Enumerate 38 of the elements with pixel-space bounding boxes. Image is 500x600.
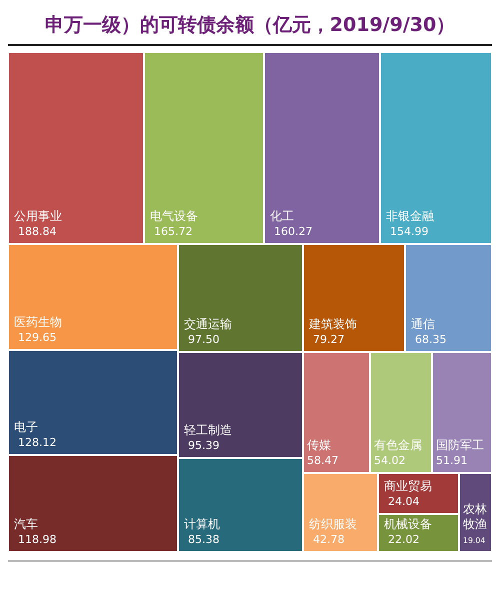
text: 申万一级）的可转债余额（亿元，2019/9/30） [44,13,456,38]
data-label: 128.12 [18,436,56,449]
data-label: 68.35 [415,333,446,346]
category-label: 有色金属 [374,438,422,452]
data-label: 51.91 [436,454,468,467]
data-label: 118.98 [18,533,56,546]
category-label: 公用事业 [14,209,62,223]
category-label: 轻工制造 [184,423,232,437]
data-label: 154.99 [390,225,428,238]
category-label: 电气设备 [150,209,198,223]
data-label: 42.78 [313,533,344,546]
data-label: 85.38 [188,533,220,546]
category-label: 计算机 [184,517,220,531]
category-label: 农林牧渔 [463,502,487,531]
data-label: 160.27 [274,225,312,238]
data-label: 97.50 [188,333,220,346]
data-label: 54.02 [374,454,406,467]
category-label: 医药生物 [14,315,62,329]
data-label: 165.72 [154,225,192,238]
category-label: 国防军工 [436,438,484,452]
category-label: 建筑装饰 [308,317,357,331]
category-label: 非银金融 [386,209,434,223]
category-label: 机械设备 [384,517,432,531]
category-label: 通信 [411,317,435,331]
data-label: 95.39 [188,439,220,452]
data-label: 79.27 [313,333,344,346]
data-label: 188.84 [18,225,56,238]
category-label: 交通运输 [184,317,232,331]
category-label: 商业贸易 [384,479,432,493]
data-label: 24.04 [388,495,420,508]
category-label: 电子 [14,420,38,434]
category-label: 化工 [270,209,294,223]
data-label: 58.47 [307,454,338,467]
category-label: 传媒 [307,438,331,452]
data-label: 129.65 [18,331,56,344]
category-label: 汽车 [14,517,38,531]
category-label: 纺织服装 [309,517,357,531]
data-label: 22.02 [388,533,420,546]
